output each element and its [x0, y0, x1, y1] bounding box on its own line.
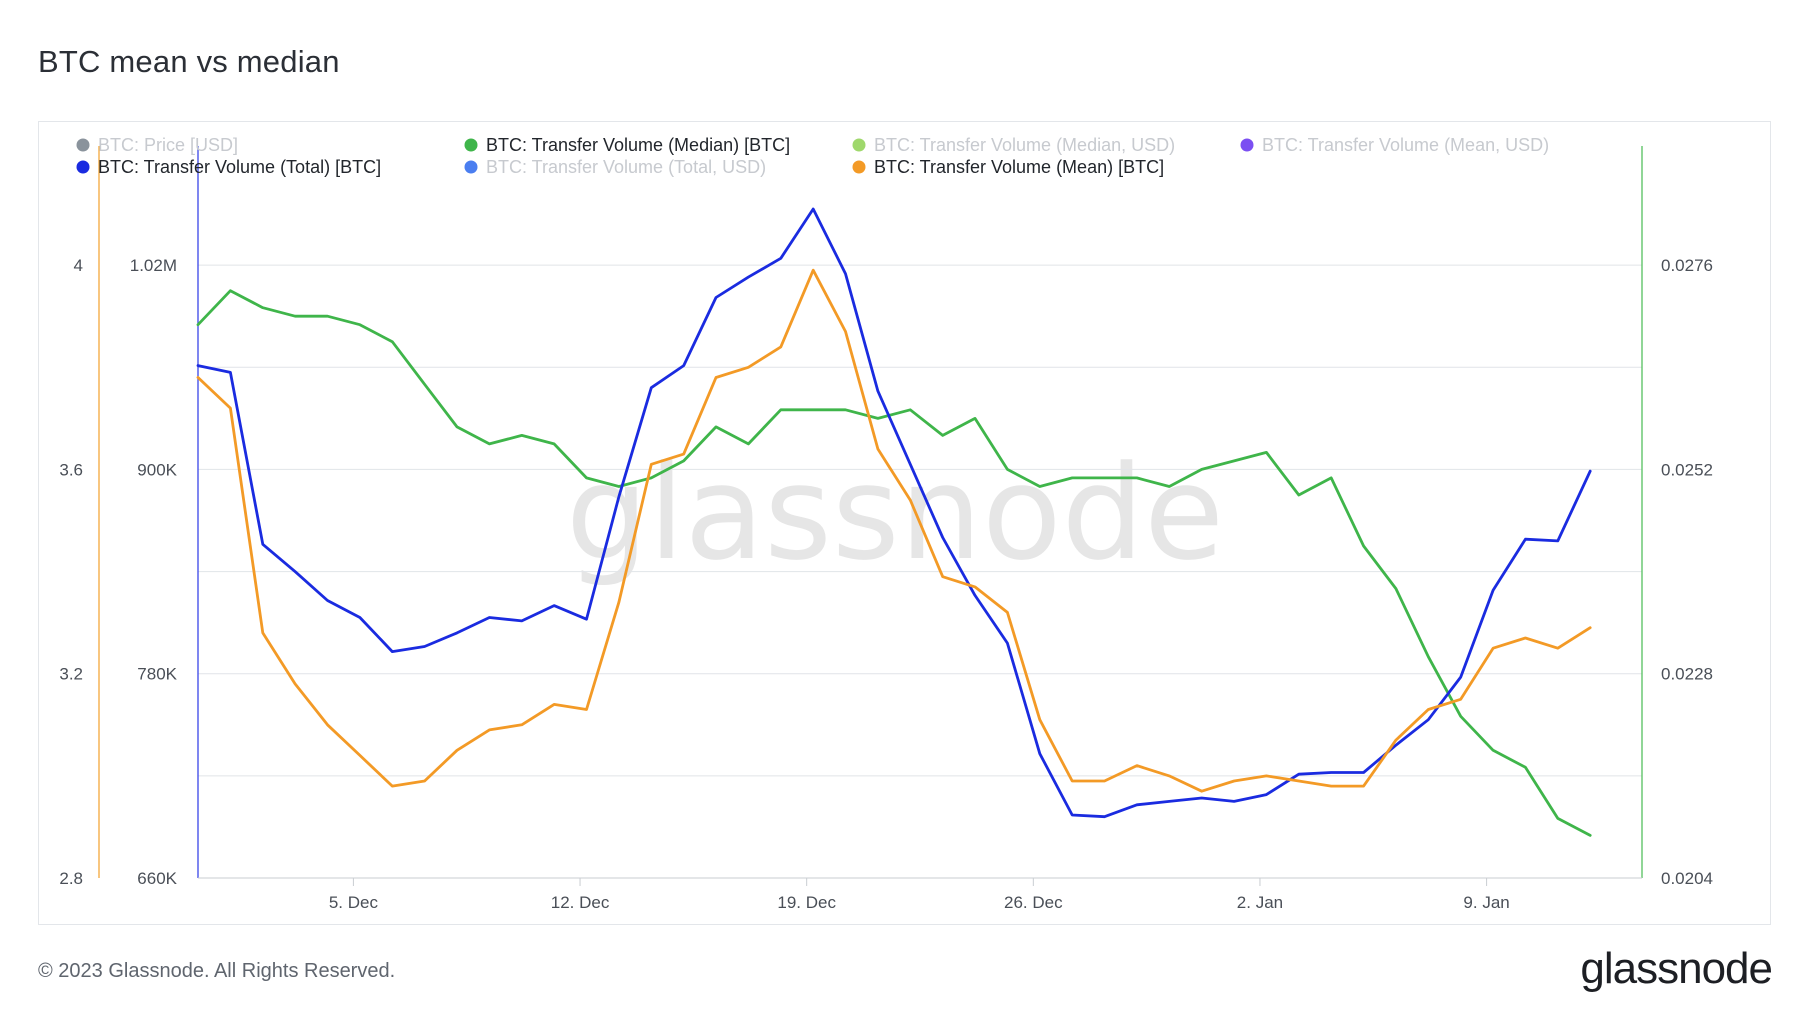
watermark: glassnode [566, 437, 1224, 589]
legend-label: BTC: Transfer Volume (Total) [BTC] [98, 157, 381, 177]
legend-label: BTC: Transfer Volume (Mean, USD) [1262, 135, 1549, 155]
mean-axis-tick-label: 3.2 [59, 665, 83, 684]
legend-marker-icon [76, 160, 90, 174]
legend-item[interactable]: BTC: Price [USD] [76, 135, 239, 155]
x-tick-label: 12. Dec [551, 893, 610, 912]
legend-item[interactable]: BTC: Transfer Volume (Total) [BTC] [76, 157, 382, 177]
legend-label: BTC: Price [USD] [98, 135, 238, 155]
total-axis-tick-label: 660K [137, 869, 177, 888]
axes: 4 3.6 3.2 2.8 1.02M 900K 780K 660K 0.0276 0.0252 0… [59, 146, 1713, 912]
legend-marker-icon [464, 160, 478, 174]
mean-axis-tick-label: 3.6 [59, 460, 83, 479]
legend[interactable]: BTC: Price [USD] BTC: Transfer Volume (Me… [76, 135, 1550, 177]
legend-marker-icon [852, 138, 866, 152]
legend-item[interactable]: BTC: Transfer Volume (Median) [BTC] [464, 135, 791, 155]
legend-label: BTC: Transfer Volume (Mean) [BTC] [874, 157, 1164, 177]
legend-item[interactable]: BTC: Transfer Volume (Mean) [BTC] [852, 157, 1165, 177]
median-axis-tick-label: 0.0252 [1661, 460, 1713, 479]
legend-item[interactable]: BTC: Transfer Volume (Median, USD) [852, 135, 1176, 155]
legend-label: BTC: Transfer Volume (Median) [BTC] [486, 135, 790, 155]
mean-axis-tick-label: 4 [74, 256, 83, 275]
x-tick-label: 19. Dec [777, 893, 836, 912]
x-tick-label: 9. Jan [1463, 893, 1509, 912]
grid-lines [198, 264, 1642, 879]
median-axis-tick-label: 0.0204 [1661, 869, 1713, 888]
x-tick-label: 26. Dec [1004, 893, 1063, 912]
chart-frame: glassnode 4 3.6 3.2 2.8 1.02M 900K 780K 660K 0.0… [38, 121, 1771, 925]
legend-item[interactable]: BTC: Transfer Volume (Total, USD) [464, 157, 767, 177]
legend-marker-icon [464, 138, 478, 152]
legend-label: BTC: Transfer Volume (Median, USD) [874, 135, 1175, 155]
series-line-btc-transfer-volume-median-btc [196, 289, 1592, 837]
line-chart: glassnode 4 3.6 3.2 2.8 1.02M 900K 780K 660K 0.0… [59, 135, 1713, 912]
x-tick-label: 5. Dec [329, 893, 379, 912]
legend-marker-icon [1240, 138, 1254, 152]
legend-label: BTC: Transfer Volume (Total, USD) [486, 157, 766, 177]
series-line-btc-transfer-volume-total-btc [196, 207, 1592, 819]
total-axis-tick-label: 780K [137, 665, 177, 684]
legend-item[interactable]: BTC: Transfer Volume (Mean, USD) [1240, 135, 1550, 155]
mean-axis-tick-label: 2.8 [59, 869, 83, 888]
series-lines [196, 207, 1592, 837]
glassnode-logo[interactable]: glassnode [1580, 944, 1773, 993]
copyright-text: © 2023 Glassnode. All Rights Reserved. [38, 960, 396, 982]
x-tick-label: 2. Jan [1237, 893, 1283, 912]
median-axis-tick-label: 0.0228 [1661, 665, 1713, 684]
legend-marker-icon [852, 160, 866, 174]
total-axis-tick-label: 1.02M [130, 256, 177, 275]
total-axis-tick-label: 900K [137, 460, 177, 479]
median-axis-tick-label: 0.0276 [1661, 256, 1713, 275]
page-title: BTC mean vs median [38, 44, 340, 79]
series-line-btc-transfer-volume-mean-btc [196, 268, 1592, 793]
legend-marker-icon [76, 138, 90, 152]
